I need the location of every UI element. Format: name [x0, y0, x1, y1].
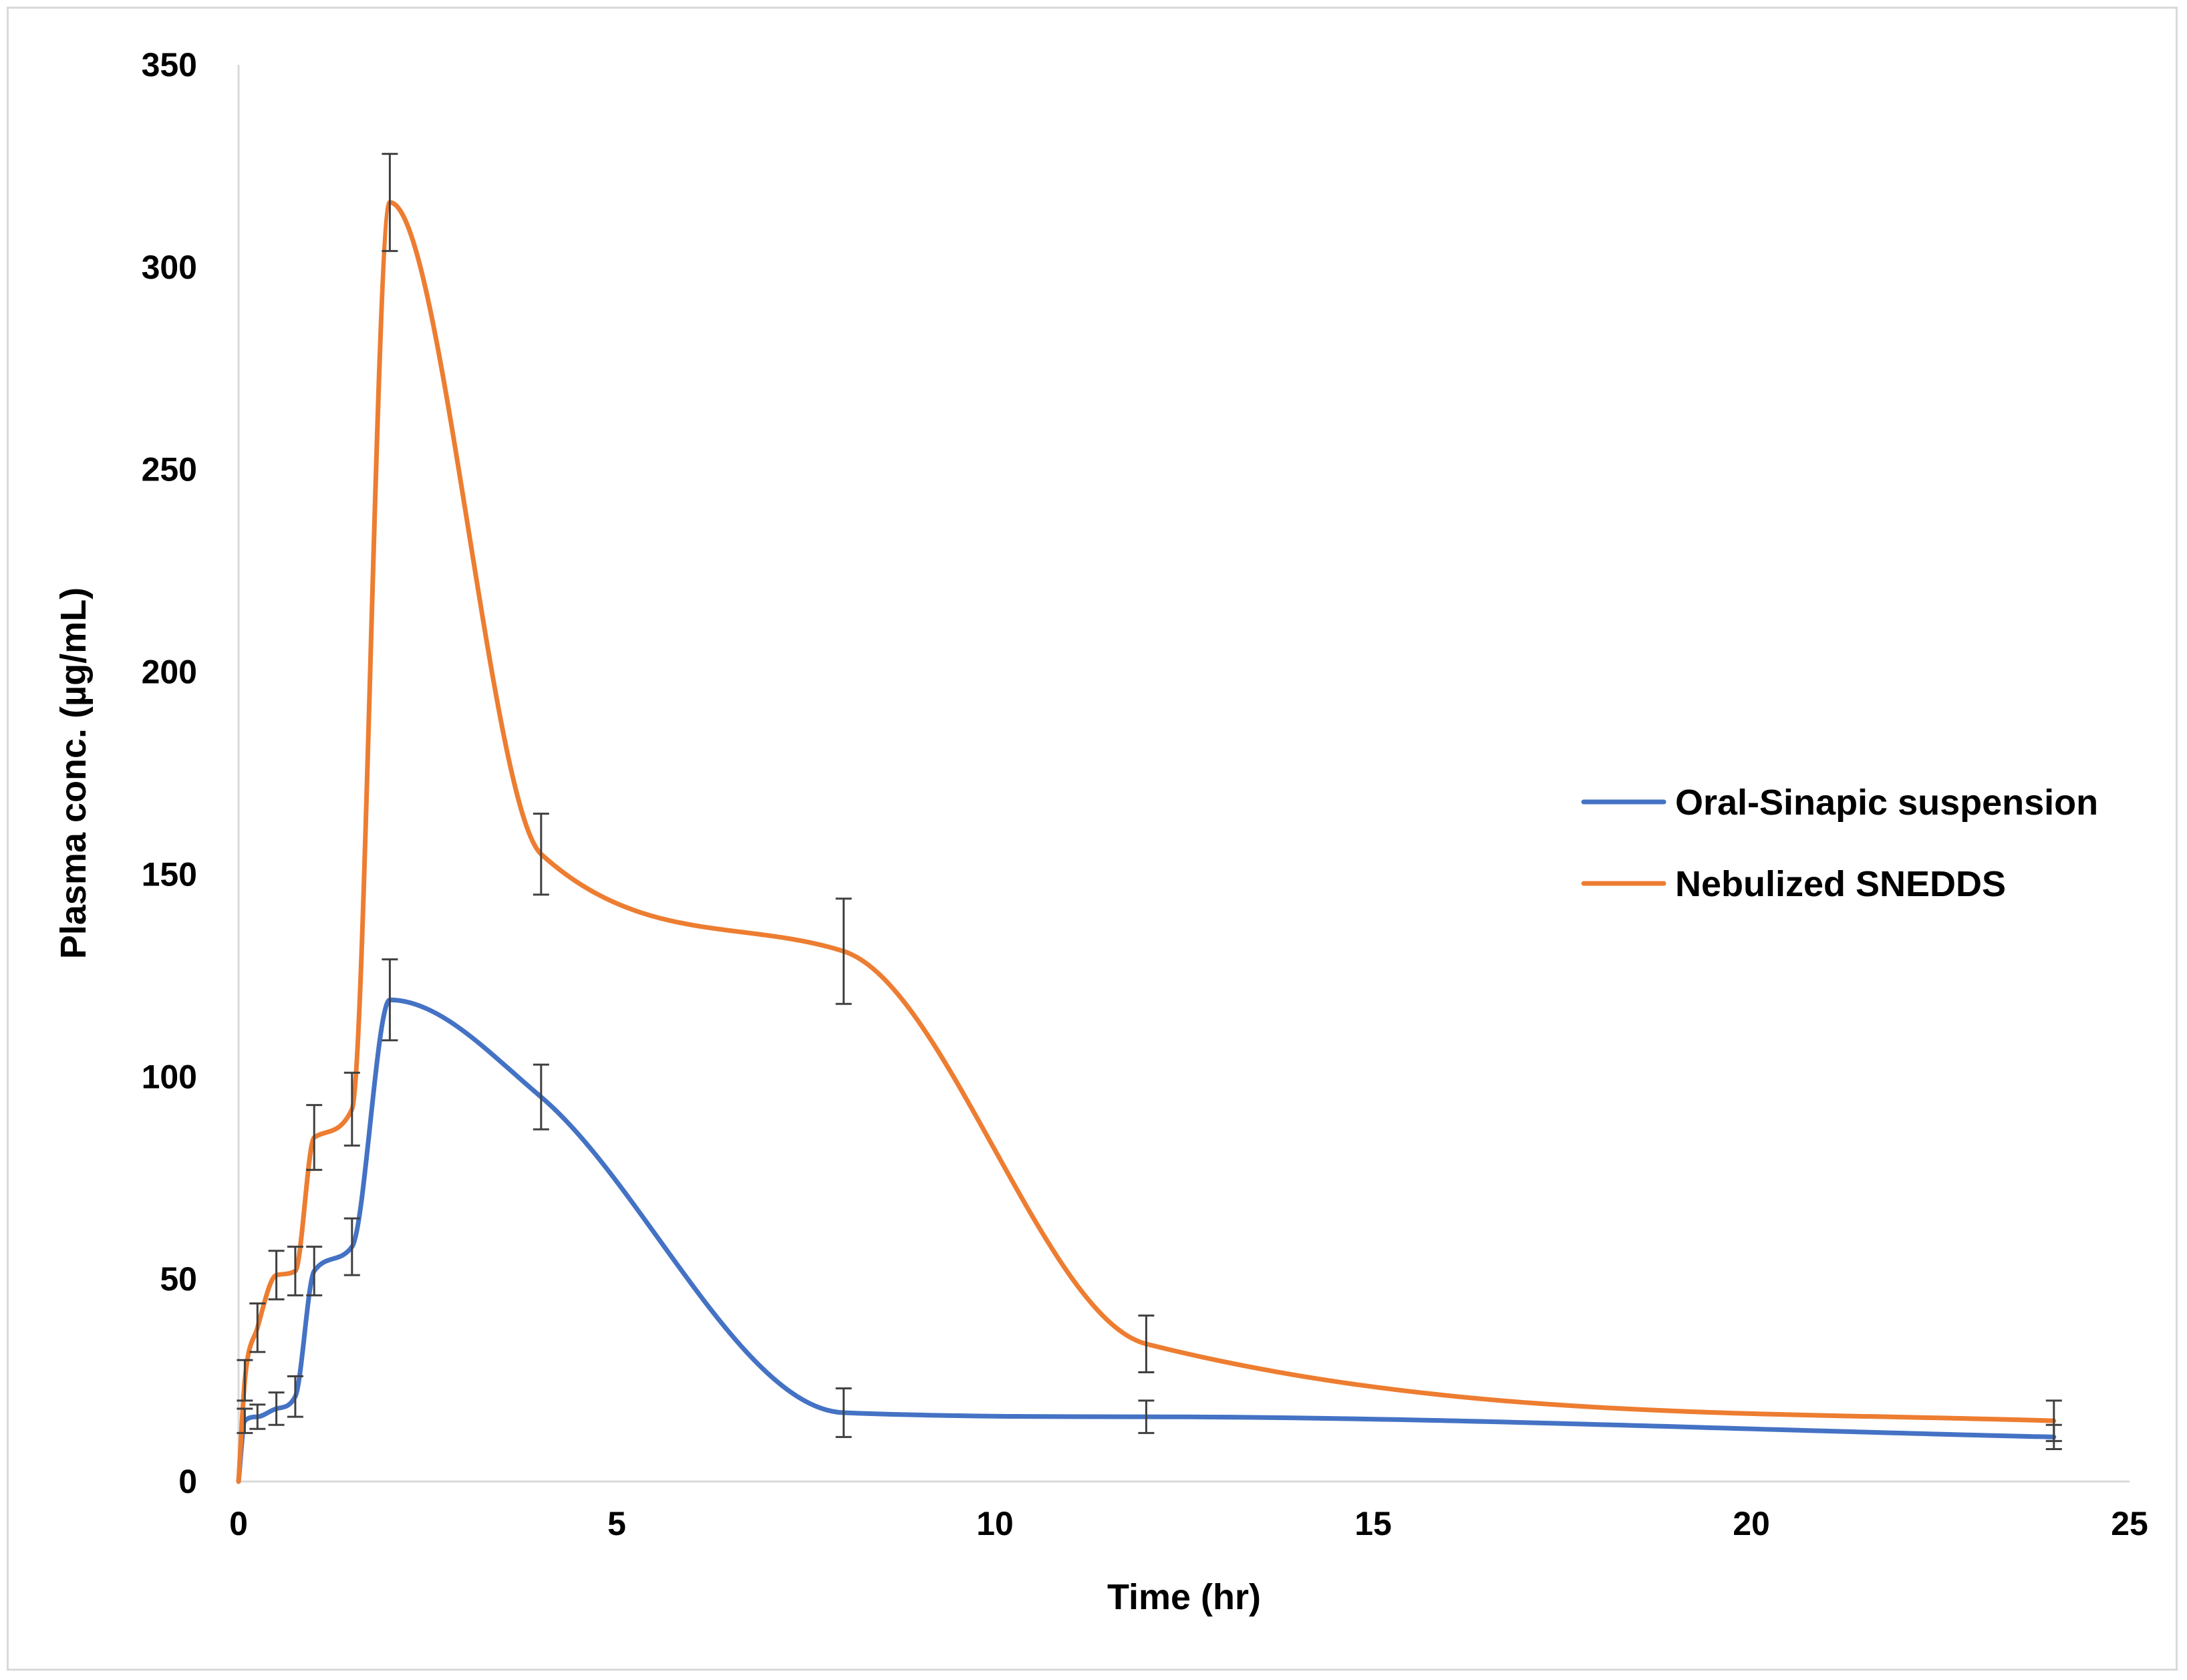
- error-bar: [1138, 1314, 1155, 1373]
- chart-frame: [7, 7, 2178, 1671]
- y-tick-label: 200: [142, 654, 197, 691]
- error-bar: [287, 1375, 303, 1418]
- y-tick-labels: 0 50 100 150 200 250 300 350: [142, 46, 197, 1500]
- error-bar: [268, 1250, 285, 1300]
- error-bar: [533, 813, 549, 896]
- y-tick-label: 350: [142, 46, 197, 84]
- error-bar: [287, 1246, 303, 1296]
- x-tick-label: 0: [229, 1505, 248, 1542]
- series-line-1: [236, 200, 2057, 1484]
- error-bar: [343, 1217, 360, 1276]
- error-bar: [835, 1387, 852, 1438]
- series-line-0: [236, 997, 2057, 1484]
- error-bar: [306, 1246, 323, 1296]
- error-bar: [382, 958, 398, 1042]
- error-bar: [343, 1071, 360, 1147]
- error-bar: [249, 1302, 266, 1353]
- axes: [237, 65, 2130, 1483]
- legend: Oral-Sinapic suspension Nebulized SNEDDS: [1581, 783, 2098, 904]
- legend-label-oral-sinapic: Oral-Sinapic suspension: [1675, 783, 2098, 823]
- y-tick-label: 150: [142, 855, 197, 893]
- legend-label-nebulized-snedds: Nebulized SNEDDS: [1675, 864, 2006, 904]
- x-tick-label: 20: [1733, 1505, 1770, 1542]
- error-bars: [237, 152, 2062, 1451]
- error-bar: [237, 1359, 253, 1402]
- y-tick-label: 0: [178, 1463, 197, 1500]
- legend-item-nebulized-snedds[interactable]: Nebulized SNEDDS: [1581, 864, 2006, 904]
- error-bar: [2045, 1399, 2062, 1442]
- y-axis-title: Plasma conc. (µg/mL): [53, 587, 94, 959]
- x-axis-title: Time (hr): [1107, 1577, 1261, 1617]
- x-tick-labels: 0 5 10 15 20 25: [229, 1505, 2148, 1542]
- y-tick-label: 50: [160, 1260, 197, 1298]
- error-bar: [306, 1104, 323, 1171]
- x-tick-label: 15: [1354, 1505, 1392, 1542]
- error-bar: [382, 152, 398, 253]
- error-bar: [835, 897, 852, 1005]
- series-lines: [236, 200, 2057, 1484]
- legend-item-oral-sinapic[interactable]: Oral-Sinapic suspension: [1581, 783, 2098, 823]
- error-bar: [237, 1407, 253, 1434]
- y-tick-label: 300: [142, 249, 197, 286]
- error-bar: [268, 1391, 285, 1426]
- x-tick-label: 25: [2111, 1505, 2148, 1542]
- error-bar: [1138, 1399, 1155, 1434]
- error-bar: [249, 1403, 266, 1430]
- x-tick-label: 5: [607, 1505, 626, 1542]
- y-tick-label: 250: [142, 451, 197, 488]
- error-bar: [533, 1063, 549, 1131]
- x-tick-label: 10: [976, 1505, 1014, 1542]
- y-tick-label: 100: [142, 1058, 197, 1095]
